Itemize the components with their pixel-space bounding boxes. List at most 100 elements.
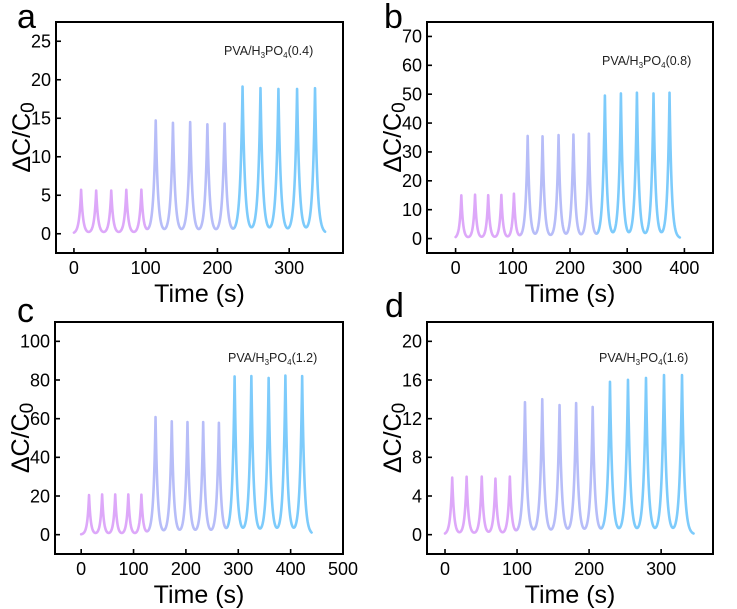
y-tick-label: 50 [402,84,422,104]
annotation-suffix: (0.4) [288,44,314,58]
y-tick-label: 16 [402,370,422,390]
y-tick-label: 60 [30,409,50,429]
x-tick-label: 0 [440,559,450,579]
x-tick-label: 200 [555,258,585,278]
y-tick-label: 30 [402,142,422,162]
y-tick-label: 40 [30,448,50,468]
panel-letter: d [385,287,404,325]
y-tick-label: 0 [412,229,422,249]
plot-frame [54,321,344,555]
y-tick-label: 20 [31,70,51,90]
annotation-mid: PO [265,44,283,58]
x-tick-label: 500 [328,559,358,579]
y-axis-label-main: ΔC/C [379,113,407,173]
annotation-prefix: PVA/H [228,351,265,365]
y-axis-label-subscript: 0 [389,403,410,414]
y-tick-label: 12 [402,409,422,429]
x-tick-label: 100 [119,559,149,579]
annotation-subscript: 4 [287,358,292,367]
y-axis-label-main: ΔC/C [7,413,35,473]
x-tick-label: 200 [202,258,232,278]
plot-frame [426,321,714,555]
y-tick-label: 4 [412,486,422,506]
y-tick-label: 60 [402,56,422,76]
x-tick-label: 0 [76,559,86,579]
panel-letter: c [17,292,34,330]
x-tick-label: 300 [223,559,253,579]
annotation-subscript: 3 [261,51,266,60]
x-axis-label: Time (s) [154,581,245,609]
annotation-mid: PO [643,54,661,68]
x-tick-label: 300 [646,559,676,579]
annotation-label: PVA/H3PO4(0.8) [602,54,691,70]
y-axis-label-main: ΔC/C [8,113,36,173]
x-tick-label: 100 [498,258,528,278]
x-axis-label: Time (s) [154,280,245,308]
plot-frame [55,21,344,254]
x-tick-label: 400 [669,258,699,278]
annotation-mid: PO [269,351,287,365]
annotation-subscript: 4 [283,51,288,60]
annotation-suffix: (1.6) [663,351,689,365]
y-axis-label-subscript: 0 [17,403,38,414]
data-curve [79,374,313,536]
y-tick-label: 20 [402,332,422,352]
x-tick-label: 300 [274,258,304,278]
y-tick-label: 25 [31,32,51,52]
annotation-suffix: (1.2) [292,351,318,365]
y-tick-label: 10 [402,200,422,220]
annotation-subscript: 4 [658,358,663,367]
x-tick-label: 200 [171,559,201,579]
x-tick-label: 100 [502,559,532,579]
y-tick-label: 10 [31,147,51,167]
data-curve [443,373,695,535]
y-tick-label: 100 [20,332,50,352]
annotation-subscript: 3 [265,358,270,367]
y-axis-label: ΔC/C0 [379,403,410,473]
annotation-prefix: PVA/H [602,54,639,68]
y-tick-label: 8 [412,448,422,468]
y-tick-label: 20 [402,171,422,191]
y-axis-label-subscript: 0 [18,102,39,113]
annotation-mid: PO [640,351,658,365]
y-tick-label: 20 [30,486,50,506]
annotation-subscript: 3 [639,61,644,70]
x-tick-label: 200 [574,559,604,579]
annotation-label: PVA/H3PO4(1.2) [228,351,317,367]
y-tick-label: 80 [30,370,50,390]
y-axis-label-subscript: 0 [389,102,410,113]
x-tick-label: 0 [451,258,461,278]
x-tick-label: 100 [131,258,161,278]
y-tick-label: 15 [31,109,51,129]
annotation-label: PVA/H3PO4(1.6) [599,351,688,367]
annotation-subscript: 3 [636,358,641,367]
y-tick-label: 0 [40,525,50,545]
y-axis-label: ΔC/C0 [7,403,38,473]
data-curve [454,91,682,239]
annotation-subscript: 4 [661,61,666,70]
y-axis-label: ΔC/C0 [379,102,410,172]
annotation-prefix: PVA/H [224,44,261,58]
annotation-label: PVA/H3PO4(0.4) [224,44,313,60]
y-tick-label: 5 [41,186,51,206]
y-tick-label: 0 [41,224,51,244]
annotation-suffix: (0.8) [666,54,692,68]
y-tick-label: 40 [402,113,422,133]
panel-letter: b [384,0,403,36]
y-axis-label: ΔC/C0 [8,102,39,172]
annotation-prefix: PVA/H [599,351,636,365]
x-axis-label: Time (s) [525,581,616,609]
data-curve [72,85,327,234]
y-axis-label-main: ΔC/C [379,413,407,473]
x-tick-label: 400 [276,559,306,579]
x-tick-label: 0 [69,258,79,278]
x-axis-label: Time (s) [525,280,616,308]
y-tick-label: 70 [402,27,422,47]
chart-panel-d: 0 100 200 300 0 4 8 12 16 20 Time (s) ΔC/C0 d PVA/H3P… [379,287,714,609]
panel-letter: a [17,0,36,36]
